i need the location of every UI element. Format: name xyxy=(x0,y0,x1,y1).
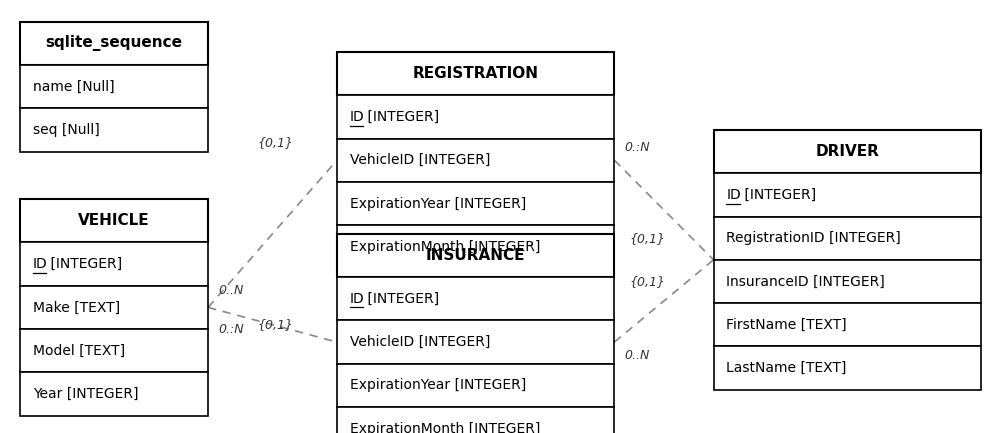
Bar xyxy=(337,407,614,433)
Bar xyxy=(337,225,614,268)
Bar xyxy=(20,372,208,416)
Bar xyxy=(337,182,614,225)
Text: ExpirationMonth [INTEGER]: ExpirationMonth [INTEGER] xyxy=(350,240,540,254)
Text: {0,1}: {0,1} xyxy=(629,232,665,245)
Text: ExpirationYear [INTEGER]: ExpirationYear [INTEGER] xyxy=(350,197,526,210)
Bar xyxy=(714,216,981,260)
Text: sqlite_sequence: sqlite_sequence xyxy=(46,36,182,51)
Text: 0.:N: 0.:N xyxy=(624,141,650,154)
Text: ID: ID xyxy=(350,292,365,306)
Text: DRIVER: DRIVER xyxy=(816,144,879,159)
Text: ID: ID xyxy=(350,110,365,124)
Text: {0,1}: {0,1} xyxy=(629,275,665,288)
Text: [INTEGER]: [INTEGER] xyxy=(47,257,122,271)
Text: VehicleID [INTEGER]: VehicleID [INTEGER] xyxy=(350,335,491,349)
Bar xyxy=(714,173,981,216)
Text: Model [TEXT]: Model [TEXT] xyxy=(33,344,125,358)
Text: VehicleID [INTEGER]: VehicleID [INTEGER] xyxy=(350,153,491,167)
Text: [INTEGER]: [INTEGER] xyxy=(364,292,439,306)
Bar xyxy=(337,364,614,407)
Bar xyxy=(20,65,208,108)
Text: InsuranceID [INTEGER]: InsuranceID [INTEGER] xyxy=(726,275,885,288)
Text: name [Null]: name [Null] xyxy=(33,80,114,94)
Text: [INTEGER]: [INTEGER] xyxy=(364,110,439,124)
Text: ExpirationYear [INTEGER]: ExpirationYear [INTEGER] xyxy=(350,378,526,392)
Bar xyxy=(337,95,614,139)
Text: RegistrationID [INTEGER]: RegistrationID [INTEGER] xyxy=(726,231,901,245)
Bar xyxy=(714,303,981,346)
Bar xyxy=(337,320,614,364)
Text: INSURANCE: INSURANCE xyxy=(426,248,525,263)
Bar xyxy=(714,130,981,173)
Text: {0,1}: {0,1} xyxy=(258,318,293,331)
Text: FirstName [TEXT]: FirstName [TEXT] xyxy=(726,318,847,332)
Text: Year [INTEGER]: Year [INTEGER] xyxy=(33,387,138,401)
Text: Make [TEXT]: Make [TEXT] xyxy=(33,301,120,314)
Text: [INTEGER]: [INTEGER] xyxy=(740,188,816,202)
Bar xyxy=(714,260,981,303)
Bar xyxy=(337,234,614,277)
Text: ID: ID xyxy=(726,188,741,202)
Bar xyxy=(20,286,208,329)
Text: REGISTRATION: REGISTRATION xyxy=(412,66,539,81)
Bar xyxy=(20,242,208,286)
Bar xyxy=(20,199,208,242)
Bar xyxy=(20,22,208,65)
Bar xyxy=(337,139,614,182)
Text: 0.:N: 0.:N xyxy=(218,323,244,336)
Text: 0..N: 0..N xyxy=(218,284,244,297)
Text: {0,1}: {0,1} xyxy=(258,136,293,149)
Text: seq [Null]: seq [Null] xyxy=(33,123,99,137)
Text: 0..N: 0..N xyxy=(624,349,650,362)
Bar xyxy=(714,346,981,390)
Text: LastName [TEXT]: LastName [TEXT] xyxy=(726,361,846,375)
Bar xyxy=(337,277,614,320)
Bar xyxy=(20,108,208,152)
Text: ID: ID xyxy=(33,257,48,271)
Text: VEHICLE: VEHICLE xyxy=(78,213,150,228)
Bar xyxy=(20,329,208,372)
Text: ExpirationMonth [INTEGER]: ExpirationMonth [INTEGER] xyxy=(350,422,540,433)
Bar xyxy=(337,52,614,95)
